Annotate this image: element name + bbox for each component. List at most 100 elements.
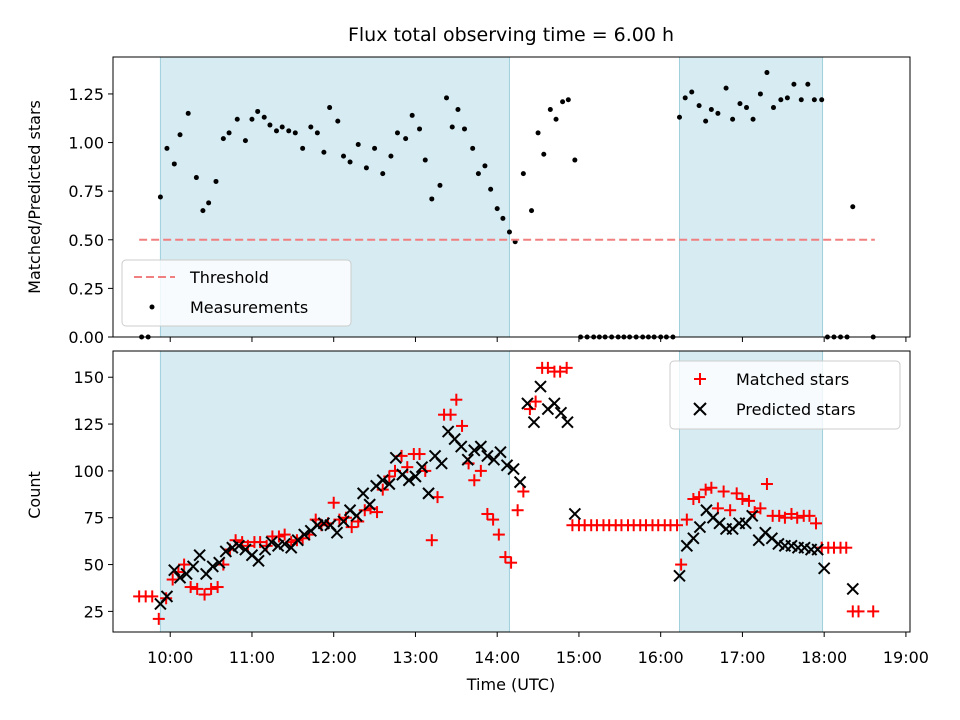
measurement-point: [449, 124, 455, 130]
measurement-point: [206, 200, 212, 206]
predicted-star-point: [363, 498, 376, 511]
predicted-star-point: [298, 528, 311, 541]
predicted-star-point: [474, 440, 488, 453]
predicted-star-point: [219, 545, 233, 558]
measurement-point: [234, 116, 240, 122]
x-tick-label: 12:00: [311, 648, 357, 667]
count-panel: 25 50 75 100 125 150 10:00 11:00 12:00 13:00 14:0…: [25, 350, 929, 694]
measurement-point: [185, 110, 191, 116]
y-tick-label: 0.00: [68, 328, 104, 347]
bottom-x-ticks: 10:00 11:00 12:00 13:00 14:00 15:00 16:00 17:00…: [147, 632, 929, 667]
measurement-point: [444, 95, 450, 101]
predicted-star-point: [265, 535, 278, 549]
y-tick-label: 150: [73, 368, 104, 387]
predicted-legend-label: Predicted stars: [736, 400, 856, 419]
x-tick-label: 14:00: [474, 648, 520, 667]
measurement-point: [388, 153, 394, 159]
matched-star-point: [444, 408, 457, 421]
measurement-point: [850, 204, 856, 210]
matched-star-point: [278, 528, 291, 541]
top-legend: Threshold Measurements: [121, 259, 352, 327]
matched-star-point: [178, 558, 191, 571]
predicted-star-point: [527, 415, 541, 429]
matched-star-point: [481, 507, 494, 520]
predicted-star-point: [168, 563, 181, 577]
y-tick-label: 25: [84, 602, 104, 621]
measurement-point: [553, 116, 559, 122]
measurement-point: [778, 97, 784, 103]
predicted-star-point: [554, 406, 568, 420]
matched-star-point: [217, 558, 230, 571]
measurement-point: [226, 130, 232, 136]
measurement-point: [482, 163, 488, 169]
measurement-point: [347, 159, 353, 165]
matched-star-point: [487, 513, 500, 526]
matched-star-point: [205, 582, 218, 595]
predicted-star-point: [455, 440, 468, 453]
measurement-point: [470, 145, 476, 151]
top-x-ticks: [169, 337, 907, 342]
matched-star-point: [413, 448, 426, 461]
matched-star-point: [687, 492, 700, 505]
matched-star-point: [560, 361, 573, 374]
measurement-point: [770, 105, 776, 111]
predicted-star-point: [402, 474, 416, 487]
measurement-point: [279, 124, 285, 130]
measurement-point: [177, 132, 183, 138]
measurement-point: [292, 130, 298, 136]
measurement-point: [335, 118, 341, 124]
predicted-star-point: [160, 590, 174, 603]
measurement-point: [689, 89, 695, 95]
bottom-axes-frame: [112, 350, 911, 633]
top-axes-frame: [112, 56, 911, 338]
matched-star-point: [474, 464, 487, 477]
measurement-point: [535, 130, 541, 136]
predicted-star-point: [383, 477, 396, 491]
matched-star-point: [803, 509, 816, 522]
matched-star-point: [705, 481, 718, 494]
measurement-point: [811, 97, 817, 103]
measurement-point: [267, 122, 273, 128]
matched-star-point: [152, 612, 165, 625]
predicted-star-points: [154, 380, 859, 611]
matched-star-point: [717, 485, 730, 498]
matched-star-point: [754, 502, 767, 515]
measurement-point: [805, 81, 811, 87]
predicted-star-point: [521, 397, 534, 410]
y-tick-label: 75: [84, 509, 104, 528]
matched-legend-swatch: [694, 373, 706, 385]
predicted-star-point: [746, 509, 759, 523]
predicted-star-point: [193, 548, 206, 562]
predicted-star-point: [435, 457, 448, 470]
matched-star-point: [468, 474, 481, 487]
predicted-star-point: [811, 543, 824, 556]
x-tick-label: 16:00: [638, 648, 684, 667]
predicted-star-point: [422, 487, 435, 500]
x-tick-label: 11:00: [229, 648, 275, 667]
bottom-legend-box: [669, 360, 901, 430]
measurement-point: [164, 145, 170, 151]
predicted-star-point: [568, 507, 582, 521]
predicted-star-point: [389, 451, 403, 464]
x-tick-label: 19:00: [883, 648, 929, 667]
top-y-axis-label: Matched/Predicted stars: [25, 100, 44, 294]
measurement-point: [541, 151, 547, 157]
y-tick-label: 0.50: [68, 231, 104, 250]
matched-star-point: [345, 521, 358, 534]
measurement-point: [380, 171, 386, 177]
threshold-legend-label: Threshold: [189, 268, 269, 287]
predicted-star-point: [817, 562, 831, 575]
measurement-points: [139, 70, 876, 340]
matched-star-point: [191, 582, 204, 595]
measurement-legend-swatch: [149, 304, 155, 310]
measurement-point: [715, 110, 721, 116]
observing-window-span: [678, 56, 824, 338]
matched-star-point: [517, 485, 530, 498]
measurement-point: [475, 171, 481, 177]
matched-star-point: [211, 581, 224, 594]
matched-star-point: [554, 365, 567, 378]
matched-star-point: [371, 506, 384, 519]
predicted-star-point: [507, 462, 520, 476]
y-tick-label: 50: [84, 556, 104, 575]
